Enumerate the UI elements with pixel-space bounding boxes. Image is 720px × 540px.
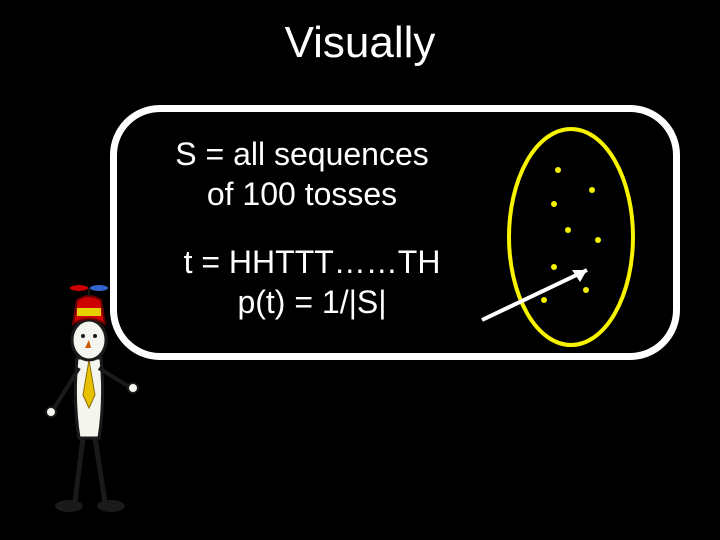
definition-s: S = all sequences of 100 tosses	[147, 134, 457, 214]
sample-point-dot	[551, 201, 557, 207]
sample-point-dot	[555, 167, 561, 173]
s-line1: S = all sequences	[147, 134, 457, 174]
t-line1: t = HHTTT……TH	[147, 242, 477, 282]
cartoon-figure	[35, 260, 155, 520]
slide-title: Visually	[0, 0, 720, 68]
sample-point-dot	[589, 187, 595, 193]
s-line2: of 100 tosses	[147, 174, 457, 214]
speech-bubble: S = all sequences of 100 tosses t = HHTT…	[110, 105, 680, 360]
definition-t: t = HHTTT……TH p(t) = 1/|S|	[147, 242, 477, 322]
arrow-icon	[477, 262, 597, 332]
sample-point-dot	[565, 227, 571, 233]
sample-point-dot	[595, 237, 601, 243]
t-line2: p(t) = 1/|S|	[147, 282, 477, 322]
